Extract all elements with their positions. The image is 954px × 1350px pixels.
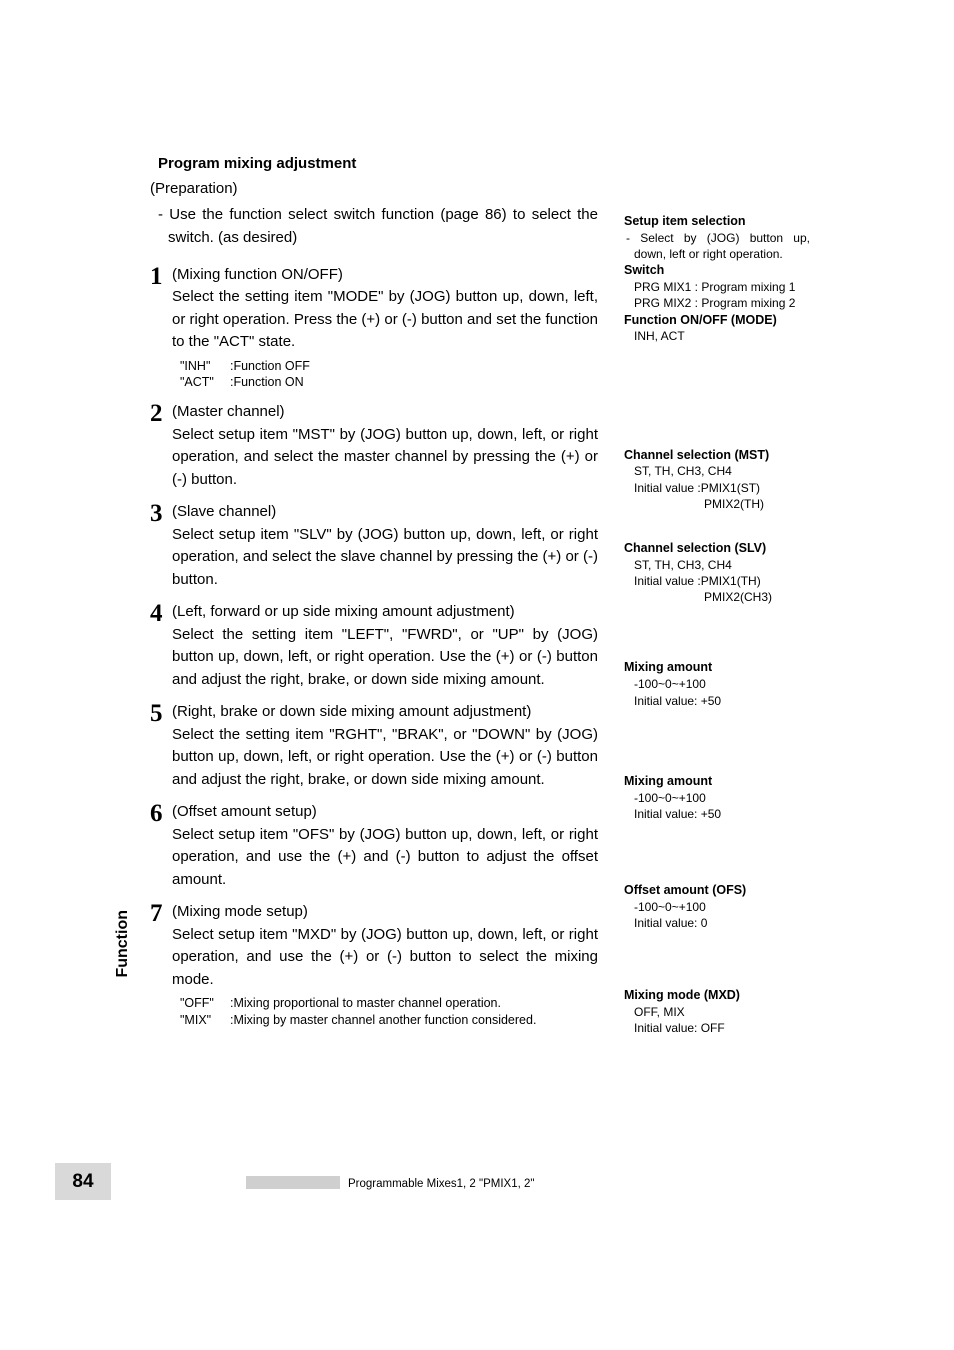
side-title: Setup item selection (624, 213, 810, 230)
step-head: (Mixing mode setup) (172, 903, 308, 920)
side-line: - Select by (JOG) button up, down, left … (624, 230, 810, 262)
side-line: ST, TH, CH3, CH4 (624, 557, 810, 573)
step-number: 1 (150, 264, 172, 289)
step-text: Select setup item "MXD" by (JOG) button … (172, 926, 598, 988)
sub-val: :Mixing by master channel another functi… (230, 1012, 536, 1029)
preparation-body: - Use the function select switch functio… (150, 203, 598, 250)
step-substate: "OFF":Mixing proportional to master chan… (172, 995, 598, 1029)
side-line: Initial value: 0 (624, 915, 810, 931)
side-line: PMIX2(CH3) (624, 589, 810, 605)
step-number: 5 (150, 701, 172, 726)
side-mix-amount-1: Mixing amount -100~0~+100 Initial value:… (624, 659, 810, 708)
step-head: (Mixing function ON/OFF) (172, 266, 343, 283)
side-line: Initial value :PMIX1(TH) (624, 573, 810, 589)
footer-bar (246, 1176, 340, 1189)
step-body: (Master channel) Select setup item "MST"… (172, 401, 598, 491)
step-head: (Right, brake or down side mixing amount… (172, 703, 531, 720)
step-5: 5 (Right, brake or down side mixing amou… (150, 701, 598, 791)
side-setup-item: Setup item selection - Select by (JOG) b… (624, 213, 810, 345)
step-1: 1 (Mixing function ON/OFF) Select the se… (150, 264, 598, 392)
side-offset: Offset amount (OFS) -100~0~+100 Initial … (624, 882, 810, 931)
side-mst: Channel selection (MST) ST, TH, CH3, CH4… (624, 447, 810, 512)
step-body: (Mixing function ON/OFF) Select the sett… (172, 264, 598, 392)
step-body: (Right, brake or down side mixing amount… (172, 701, 598, 791)
step-number: 3 (150, 501, 172, 526)
side-line: -100~0~+100 (624, 676, 810, 692)
step-4: 4 (Left, forward or up side mixing amoun… (150, 601, 598, 691)
side-line: Initial value: +50 (624, 806, 810, 822)
step-body: (Slave channel) Select setup item "SLV" … (172, 501, 598, 591)
side-title: Mixing amount (624, 659, 810, 676)
side-mxd: Mixing mode (MXD) OFF, MIX Initial value… (624, 987, 810, 1036)
side-column: Setup item selection - Select by (JOG) b… (624, 203, 810, 1046)
step-2: 2 (Master channel) Select setup item "MS… (150, 401, 598, 491)
section-title: Program mixing adjustment (150, 155, 886, 172)
step-body: (Left, forward or up side mixing amount … (172, 601, 598, 691)
step-text: Select setup item "SLV" by (JOG) button … (172, 526, 598, 588)
sub-val: :Mixing proportional to master channel o… (230, 995, 501, 1012)
step-text: Select the setting item "MODE" by (JOG) … (172, 288, 598, 350)
main-column: - Use the function select switch functio… (150, 203, 598, 1046)
columns: - Use the function select switch functio… (150, 203, 886, 1046)
step-number: 7 (150, 901, 172, 926)
step-head: (Left, forward or up side mixing amount … (172, 603, 515, 620)
sub-key: "OFF" (180, 995, 230, 1012)
side-title: Channel selection (SLV) (624, 540, 810, 557)
vertical-section-label: Function (114, 910, 132, 978)
side-line: PRG MIX1 : Program mixing 1 (624, 279, 810, 295)
side-slv: Channel selection (SLV) ST, TH, CH3, CH4… (624, 540, 810, 605)
sub-val: :Function OFF (230, 358, 310, 375)
side-title: Channel selection (MST) (624, 447, 810, 464)
side-line: ST, TH, CH3, CH4 (624, 463, 810, 479)
side-title: Offset amount (OFS) (624, 882, 810, 899)
step-body: (Mixing mode setup) Select setup item "M… (172, 901, 598, 1029)
step-substate: "INH":Function OFF "ACT":Function ON (172, 358, 598, 392)
sub-key: "INH" (180, 358, 230, 375)
step-text: Select the setting item "RGHT", "BRAK", … (172, 726, 598, 788)
side-line: -100~0~+100 (624, 790, 810, 806)
side-line: PRG MIX2 : Program mixing 2 (624, 295, 810, 311)
step-body: (Offset amount setup) Select setup item … (172, 801, 598, 891)
side-line: -100~0~+100 (624, 899, 810, 915)
side-line: Initial value :PMIX1(ST) (624, 480, 810, 496)
step-text: Select setup item "OFS" by (JOG) button … (172, 826, 598, 888)
step-head: (Master channel) (172, 403, 285, 420)
side-title: Switch (624, 262, 810, 279)
side-title: Mixing amount (624, 773, 810, 790)
sub-key: "MIX" (180, 1012, 230, 1029)
sub-key: "ACT" (180, 374, 230, 391)
page: Program mixing adjustment (Preparation) … (0, 0, 954, 1350)
step-number: 6 (150, 801, 172, 826)
side-line: INH, ACT (624, 328, 810, 344)
step-7: 7 (Mixing mode setup) Select setup item … (150, 901, 598, 1029)
step-6: 6 (Offset amount setup) Select setup ite… (150, 801, 598, 891)
step-head: (Slave channel) (172, 503, 276, 520)
step-3: 3 (Slave channel) Select setup item "SLV… (150, 501, 598, 591)
side-line: PMIX2(TH) (624, 496, 810, 512)
step-text: Select setup item "MST" by (JOG) button … (172, 426, 598, 488)
step-text: Select the setting item "LEFT", "FWRD", … (172, 626, 598, 688)
preparation-label: (Preparation) (150, 180, 886, 197)
side-title: Mixing mode (MXD) (624, 987, 810, 1004)
sub-val: :Function ON (230, 374, 304, 391)
side-title: Function ON/OFF (MODE) (624, 312, 810, 329)
footer: 84 Programmable Mixes1, 2 "PMIX1, 2" (0, 1168, 954, 1200)
step-number: 4 (150, 601, 172, 626)
step-number: 2 (150, 401, 172, 426)
side-line: OFF, MIX (624, 1004, 810, 1020)
footer-text: Programmable Mixes1, 2 "PMIX1, 2" (348, 1178, 534, 1190)
side-line: Initial value: +50 (624, 693, 810, 709)
step-head: (Offset amount setup) (172, 803, 317, 820)
side-line: Initial value: OFF (624, 1020, 810, 1036)
page-number: 84 (55, 1163, 111, 1200)
side-mix-amount-2: Mixing amount -100~0~+100 Initial value:… (624, 773, 810, 822)
